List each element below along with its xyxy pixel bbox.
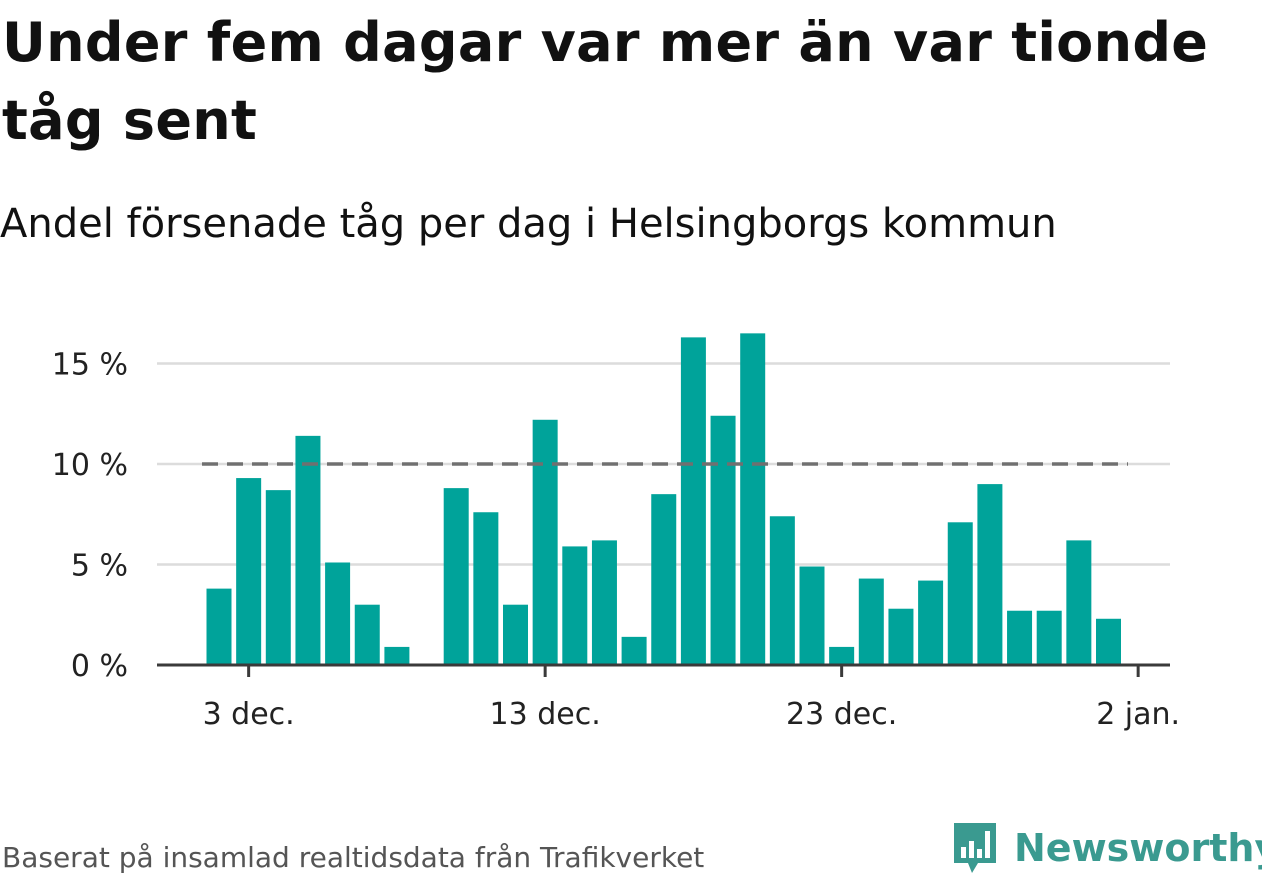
- newsworthy-logo-icon: [954, 823, 996, 873]
- y-tick-label: 10 %: [52, 448, 128, 483]
- bar-16 dec.: [621, 636, 647, 665]
- bar-2 dec.: [206, 588, 232, 665]
- brand-name: Newsworthy: [1014, 826, 1262, 870]
- bar-8 dec.: [384, 646, 410, 665]
- bar-21 dec.: [769, 516, 795, 665]
- bar-23 dec.: [829, 646, 855, 665]
- bars: [206, 333, 1121, 665]
- bar-20 dec.: [740, 333, 766, 665]
- brand: Newsworthy: [950, 818, 1262, 878]
- source-note: Baserat på insamlad realtidsdata från Tr…: [2, 841, 705, 874]
- bar-13 dec.: [532, 419, 558, 665]
- y-axis-labels: 0 % 5 % 10 % 15 %: [52, 348, 128, 685]
- x-tick-label: 23 dec.: [786, 697, 897, 732]
- y-tick-label: 15 %: [52, 348, 128, 383]
- bar-31 dec.: [1066, 540, 1092, 665]
- bar-12 dec.: [503, 604, 528, 665]
- bar-25 dec.: [888, 608, 914, 665]
- bar-19 dec.: [710, 415, 736, 665]
- bar-24 dec.: [858, 578, 884, 665]
- x-tick-label: 2 jan.: [1096, 697, 1180, 732]
- bar-10 dec.: [443, 488, 469, 665]
- bar-14 dec.: [562, 546, 588, 665]
- chart-subtitle: Andel försenade tåg per dag i Helsingbor…: [0, 201, 1057, 247]
- bar-5 dec.: [295, 435, 321, 665]
- y-tick-label: 0 %: [71, 649, 128, 684]
- bar-6 dec.: [325, 562, 351, 665]
- bar-17 dec.: [651, 494, 677, 665]
- bar-28 dec.: [977, 484, 1003, 665]
- x-axis-labels: 3 dec. 13 dec. 23 dec. 2 jan.: [203, 697, 1181, 732]
- bar-day-30: [1096, 618, 1121, 665]
- bar-26 dec.: [918, 580, 944, 665]
- bar-27 dec.: [947, 522, 973, 665]
- x-axis: [157, 663, 1170, 677]
- x-tick-label: 13 dec.: [490, 697, 601, 732]
- bar-4 dec.: [265, 490, 291, 665]
- y-tick-label: 5 %: [71, 549, 128, 584]
- bar-18 dec.: [680, 337, 706, 665]
- bar-3 dec.: [236, 478, 262, 665]
- bar-22 dec.: [799, 566, 825, 665]
- bar-30 dec.: [1036, 610, 1062, 665]
- x-tick-label: 3 dec.: [203, 697, 295, 732]
- bar-29 dec.: [1007, 610, 1033, 665]
- bar-15 dec.: [591, 540, 617, 665]
- chart-title: Under fem dagar var mer än var tionde tå…: [2, 11, 1209, 152]
- bar-11 dec.: [473, 512, 499, 665]
- bar-7 dec.: [354, 604, 380, 665]
